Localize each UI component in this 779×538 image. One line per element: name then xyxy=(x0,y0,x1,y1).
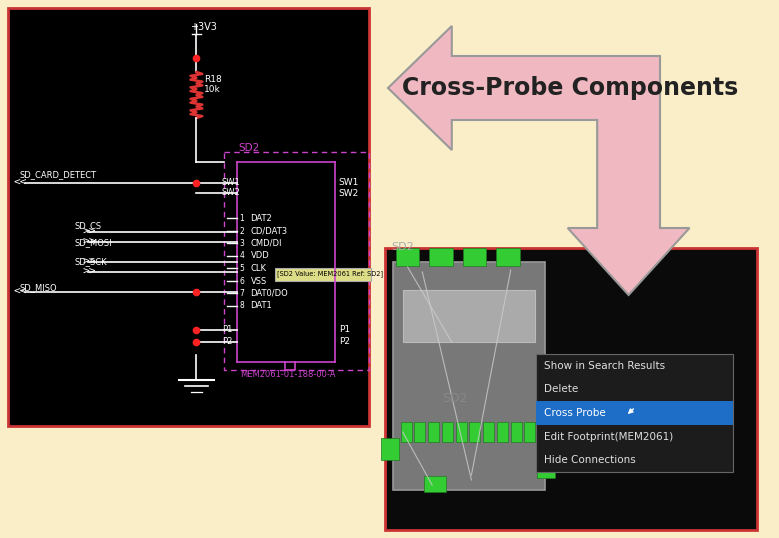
Text: 7: 7 xyxy=(240,289,245,298)
Text: SW1: SW1 xyxy=(339,178,359,187)
Text: VDD: VDD xyxy=(251,251,270,260)
Text: 8: 8 xyxy=(240,301,245,310)
Bar xyxy=(428,422,439,442)
Text: Hide Connections: Hide Connections xyxy=(544,455,636,465)
Bar xyxy=(483,422,494,442)
Text: +3V3: +3V3 xyxy=(189,22,217,32)
Text: P2: P2 xyxy=(222,337,232,346)
Bar xyxy=(442,422,453,442)
Text: SD_MOSI: SD_MOSI xyxy=(75,238,112,247)
Text: Show in Search Results: Show in Search Results xyxy=(544,361,665,371)
Text: CD/DAT3: CD/DAT3 xyxy=(251,226,287,236)
Text: CMD/DI: CMD/DI xyxy=(251,239,282,248)
Bar xyxy=(393,262,545,490)
Bar xyxy=(470,422,481,442)
Bar xyxy=(400,422,411,442)
Text: P2: P2 xyxy=(339,337,350,346)
Text: <<: << xyxy=(14,178,27,188)
Text: >>: >> xyxy=(83,227,96,237)
Text: SD_MISO: SD_MISO xyxy=(19,283,58,292)
Bar xyxy=(403,290,535,342)
Text: SD2: SD2 xyxy=(238,143,260,153)
Polygon shape xyxy=(388,26,689,295)
Text: 2: 2 xyxy=(240,226,245,236)
Text: [SD2 Value: MEM2061 Ref: SD2]: [SD2 Value: MEM2061 Ref: SD2] xyxy=(277,270,383,277)
Text: 10k: 10k xyxy=(204,85,221,94)
Text: R18: R18 xyxy=(204,75,222,84)
Bar xyxy=(224,152,369,370)
Bar xyxy=(275,268,372,281)
Bar xyxy=(414,422,425,442)
Text: >>: >> xyxy=(83,267,96,277)
Bar xyxy=(538,456,555,478)
Text: SD2: SD2 xyxy=(442,392,467,405)
Text: Edit Footprint(MEM2061): Edit Footprint(MEM2061) xyxy=(544,431,673,442)
Text: VSS: VSS xyxy=(251,277,266,286)
Text: SD_CARD_DETECT: SD_CARD_DETECT xyxy=(19,170,97,179)
Text: Delete: Delete xyxy=(544,384,578,394)
Text: DAT1: DAT1 xyxy=(251,301,272,310)
Bar xyxy=(385,248,757,530)
Text: Cross-Probe Components: Cross-Probe Components xyxy=(401,76,738,100)
Text: >>: >> xyxy=(83,237,96,247)
Bar xyxy=(456,422,467,442)
Bar xyxy=(511,422,521,442)
Text: SW2: SW2 xyxy=(339,189,359,198)
Bar xyxy=(524,422,535,442)
Bar xyxy=(536,354,733,472)
Text: <<: << xyxy=(14,287,27,297)
Text: >>: >> xyxy=(83,257,96,267)
Text: SW2: SW2 xyxy=(222,188,241,197)
Text: Cross Probe: Cross Probe xyxy=(544,408,606,418)
Bar xyxy=(496,248,520,266)
Text: SW1: SW1 xyxy=(222,178,241,187)
Text: 4: 4 xyxy=(240,251,245,260)
Bar xyxy=(396,248,419,266)
Text: 6: 6 xyxy=(240,277,245,286)
Text: 1: 1 xyxy=(240,214,245,223)
Text: MEM2061-01-188-00-A: MEM2061-01-188-00-A xyxy=(240,370,335,379)
Text: SD_CS: SD_CS xyxy=(75,221,102,230)
Text: P1: P1 xyxy=(222,325,232,334)
Bar xyxy=(463,248,486,266)
Text: SD2: SD2 xyxy=(391,242,414,252)
Bar xyxy=(425,476,446,492)
Bar xyxy=(497,422,508,442)
Text: P1: P1 xyxy=(339,325,350,334)
Text: 3: 3 xyxy=(240,239,245,248)
Text: CLK: CLK xyxy=(251,264,266,273)
Text: 5: 5 xyxy=(240,264,245,273)
Bar xyxy=(8,8,369,426)
Text: DAT0/DO: DAT0/DO xyxy=(251,289,288,298)
Text: SD_SCK: SD_SCK xyxy=(75,257,108,266)
Bar xyxy=(429,248,453,266)
Bar xyxy=(381,438,399,460)
Text: DAT2: DAT2 xyxy=(251,214,272,223)
Bar xyxy=(536,401,733,425)
